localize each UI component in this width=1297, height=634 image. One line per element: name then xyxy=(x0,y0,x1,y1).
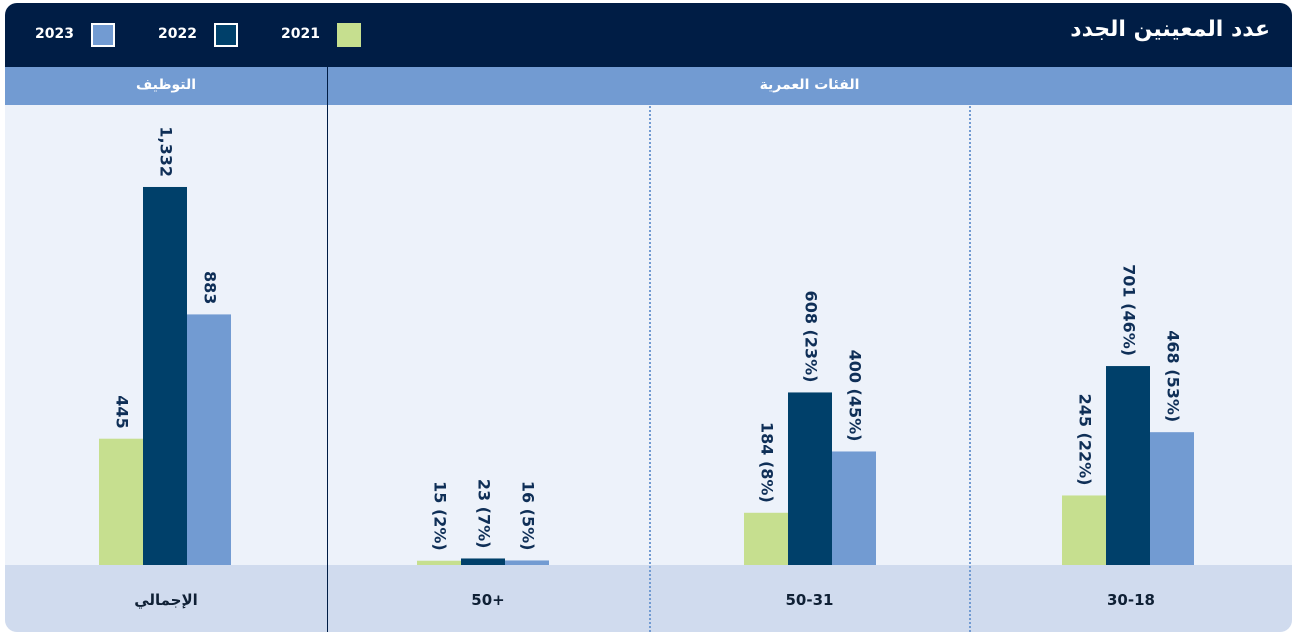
legend-item-2022: 2022 xyxy=(158,23,248,47)
bar-2023-cat2 xyxy=(505,560,549,565)
legend-label-2022: 2022 xyxy=(158,26,197,42)
legend-label-2021: 2021 xyxy=(281,26,320,42)
bar-label-2021-cat3: 445 xyxy=(113,395,132,428)
bar-2022-cat2 xyxy=(461,558,505,565)
category-separator xyxy=(649,67,651,632)
chart-card: عدد المعينين الجدد 2023 2022 2021 التوظي… xyxy=(5,3,1292,632)
bar-2022-cat1 xyxy=(788,392,832,565)
category-separator xyxy=(969,67,971,632)
category-footer-bar xyxy=(5,565,1292,632)
group-header-bar: التوظيف الفئات العمرية xyxy=(5,67,1292,105)
bar-label-2021-cat0: 245 (22%) xyxy=(1076,394,1095,486)
bar-2021-cat2 xyxy=(417,560,461,565)
bar-label-2021-cat1: 184 (8%) xyxy=(758,422,777,503)
legend-swatch-2023 xyxy=(91,23,115,47)
legend-item-2021: 2021 xyxy=(281,23,371,47)
bar-label-2023-cat1: 400 (45%) xyxy=(846,350,865,442)
chart-header: عدد المعينين الجدد 2023 2022 2021 xyxy=(5,3,1292,67)
bar-label-2023-cat2: 16 (5%) xyxy=(519,481,538,551)
group-label-age-groups: الفئات العمرية xyxy=(759,77,860,93)
bar-2023-cat0 xyxy=(1150,432,1194,565)
bar-label-2022-cat1: 608 (23%) xyxy=(802,291,821,383)
bar-label-2022-cat3: 1,332 xyxy=(157,126,176,177)
bar-2021-cat0 xyxy=(1062,495,1106,565)
legend-label-2023: 2023 xyxy=(35,26,74,42)
bar-label-2021-cat2: 15 (2%) xyxy=(431,481,450,551)
bar-label-2022-cat2: 23 (7%) xyxy=(475,479,494,549)
bar-chart-plot: 245 (22%) 701 (46%) 468 (53%) 184 (8%) 608 (… xyxy=(99,126,1194,565)
bar-2022-cat0 xyxy=(1106,366,1150,565)
bar-label-2022-cat0: 701 (46%) xyxy=(1120,264,1139,356)
bar-label-2023-cat0: 468 (53%) xyxy=(1164,330,1183,422)
group-separator xyxy=(327,67,328,632)
category-label-total: الإجمالي xyxy=(134,591,198,609)
bar-2021-cat1 xyxy=(744,512,788,565)
legend-item-2023: 2023 xyxy=(35,23,125,47)
group-label-hiring: التوظيف xyxy=(135,77,197,93)
category-label-31-50: 50-31 xyxy=(785,591,834,609)
legend-swatch-2022 xyxy=(214,23,238,47)
bar-2022-cat3 xyxy=(143,186,187,565)
chart-title: عدد المعينين الجدد xyxy=(1070,17,1270,42)
bar-label-2023-cat3: 883 xyxy=(201,271,220,304)
category-label-18-30: 30-18 xyxy=(1107,591,1155,609)
legend-swatch-2021 xyxy=(337,23,361,47)
bar-2023-cat1 xyxy=(832,451,876,565)
category-label-50-plus: +50 xyxy=(471,591,505,609)
bar-2023-cat3 xyxy=(187,314,231,565)
bar-2021-cat3 xyxy=(99,438,143,565)
